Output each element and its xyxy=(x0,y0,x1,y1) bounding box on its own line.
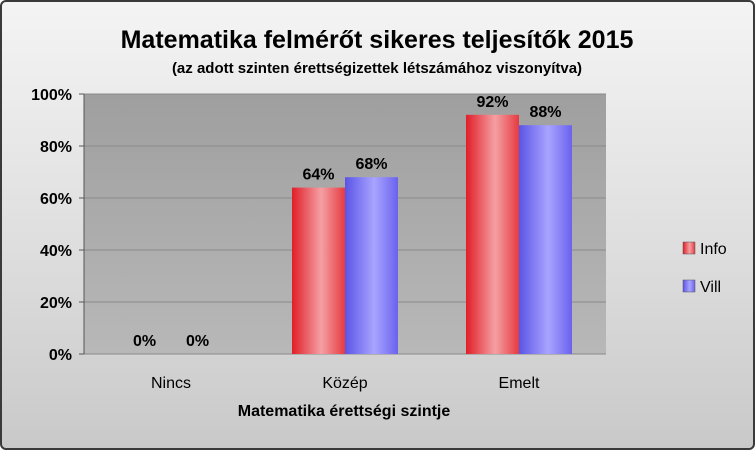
x-axis-ticks: Nincs Közép Emelt xyxy=(151,375,540,392)
y-axis-ticks: 0% 20% 40% 60% 80% 100% xyxy=(31,87,72,364)
bar-info-közép xyxy=(292,187,345,354)
y-tick-label: 40% xyxy=(40,243,72,260)
data-label: 64% xyxy=(302,167,334,184)
bar-vill-emelt xyxy=(519,125,572,354)
x-tick-label: Emelt xyxy=(499,375,540,392)
x-tick-label: Közép xyxy=(322,375,367,392)
y-tick-label: 20% xyxy=(40,295,72,312)
y-tick-label: 100% xyxy=(31,87,72,104)
data-label: 92% xyxy=(476,94,508,111)
data-label: 0% xyxy=(186,333,209,350)
data-label: 0% xyxy=(133,333,156,350)
y-tick-label: 80% xyxy=(40,139,72,156)
legend-swatch-info xyxy=(682,241,696,255)
data-label: 68% xyxy=(355,156,387,173)
chart-title: Matematika felmérőt sikeres teljesítők 2… xyxy=(121,26,634,54)
bar-info-emelt xyxy=(466,114,519,354)
legend: Info Vill xyxy=(682,241,727,296)
data-label: 88% xyxy=(529,104,561,121)
bar-vill-közép xyxy=(345,177,398,354)
bars xyxy=(292,114,572,354)
legend-label-info: Info xyxy=(700,241,727,258)
y-tick-label: 0% xyxy=(49,347,72,364)
legend-swatch-vill xyxy=(682,279,696,293)
x-axis-label: Matematika érettségi szintje xyxy=(238,403,451,420)
chart-subtitle: (az adott szinten érettségizettek létszá… xyxy=(172,60,582,77)
legend-label-vill: Vill xyxy=(700,279,721,296)
data-labels: 0% 0% 64% 68% 92% 88% xyxy=(133,94,562,350)
y-tick-label: 60% xyxy=(40,191,72,208)
x-tick-label: Nincs xyxy=(151,375,191,392)
